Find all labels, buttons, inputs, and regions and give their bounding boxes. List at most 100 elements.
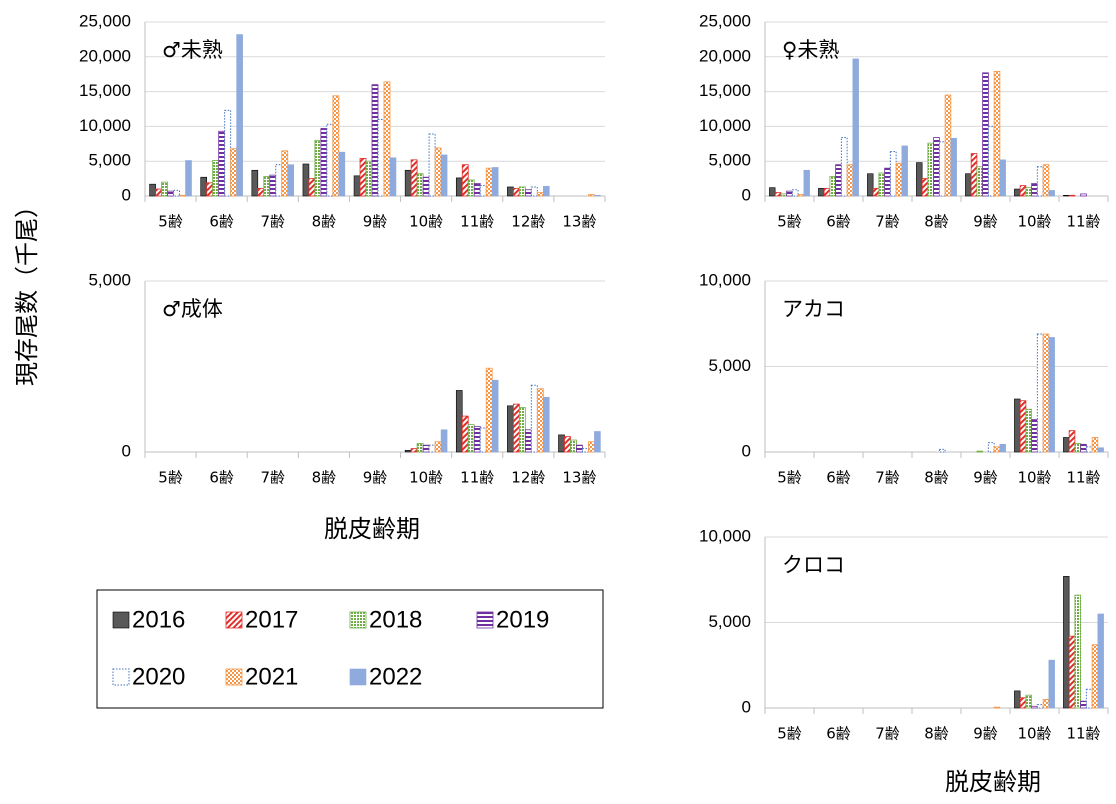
bar [1019, 697, 1027, 709]
x-tick-label: 11齢 [460, 213, 494, 231]
bar [1063, 576, 1070, 709]
bar [1048, 659, 1055, 709]
x-tick-label: 10齢 [1017, 213, 1051, 231]
bar [543, 396, 550, 453]
bar [987, 125, 995, 197]
bar [1031, 705, 1038, 709]
bar [1025, 408, 1033, 453]
bar [359, 158, 367, 197]
bar [167, 190, 174, 197]
x-tick-label: 5齢 [158, 213, 183, 231]
bar [440, 154, 448, 197]
bar [982, 72, 989, 197]
bar [823, 187, 831, 197]
bar [1048, 337, 1055, 453]
legend-box [96, 589, 604, 709]
bar [491, 167, 499, 197]
legend-swatch [112, 668, 130, 686]
bar [524, 429, 532, 453]
bar [251, 169, 259, 197]
bar [1080, 443, 1087, 453]
bar [440, 429, 448, 453]
bar [1031, 183, 1038, 197]
legend-label: 2017 [245, 606, 298, 633]
bar [479, 185, 487, 197]
bar [1085, 446, 1093, 453]
chart-title: アカコ [782, 297, 845, 321]
bar [455, 177, 463, 197]
x-tick-label: 11齢 [1066, 725, 1100, 743]
x-tick-label: 13齢 [562, 213, 596, 231]
bar [1042, 333, 1050, 453]
x-tick-label: 8齢 [312, 213, 337, 231]
x-tick-label: 7齢 [875, 213, 900, 231]
bar [230, 148, 238, 197]
x-tick-label: 7齢 [875, 725, 900, 743]
y-tick-label: 25,000 [79, 11, 131, 30]
legend-label: 2018 [369, 606, 422, 633]
bar [1097, 447, 1104, 453]
legend-swatch [112, 611, 130, 629]
x-axis-label: 脱皮齢期 [945, 768, 1041, 796]
bar [383, 81, 391, 197]
y-tick-label: 10,000 [79, 116, 131, 135]
bar [1014, 690, 1021, 709]
legend-label: 2022 [369, 663, 422, 690]
bar [999, 444, 1006, 453]
bar [275, 164, 283, 197]
bar [365, 160, 373, 197]
bar [428, 133, 436, 197]
chart-title: ♂成体 [162, 297, 223, 321]
x-tick-label: 9齢 [973, 725, 998, 743]
x-tick-label: 6齢 [209, 469, 234, 487]
y-axis-label: 現存尾数（千尾） [13, 194, 41, 386]
bar [308, 178, 316, 197]
bar [314, 139, 322, 197]
bar [1025, 694, 1033, 709]
bar [835, 164, 842, 197]
x-axis-label: 脱皮齢期 [324, 515, 420, 543]
bar [564, 436, 571, 453]
bar [889, 150, 897, 197]
legend-label: 2021 [245, 663, 298, 690]
legend-swatch [349, 611, 367, 629]
bar [987, 442, 995, 453]
bar [518, 186, 526, 197]
bar [1085, 688, 1093, 709]
bar [200, 176, 207, 197]
y-tick-label: 20,000 [79, 46, 131, 65]
bar [797, 194, 805, 197]
bar [588, 194, 595, 197]
x-tick-label: 10齢 [409, 213, 443, 231]
bar [326, 123, 334, 197]
y-tick-label: 0 [122, 185, 131, 204]
x-tick-label: 12齢 [511, 469, 545, 487]
bar [536, 192, 544, 197]
bar [507, 186, 514, 197]
x-tick-label: 10齢 [1017, 469, 1051, 487]
bar [938, 448, 946, 453]
legend-swatch [225, 611, 243, 629]
bar [818, 188, 825, 197]
y-tick-label: 5,000 [88, 151, 131, 170]
bar [434, 441, 442, 453]
bar [512, 187, 520, 197]
chart-title: クロコ [782, 553, 845, 577]
bar [872, 187, 880, 197]
bar [332, 95, 340, 197]
y-tick-label: 15,000 [79, 81, 131, 100]
bar [1091, 437, 1099, 453]
bar [512, 403, 520, 453]
bar [530, 186, 538, 197]
bar [993, 71, 1001, 197]
bar [993, 706, 1001, 709]
y-tick-label: 10,000 [699, 270, 751, 289]
bar [507, 405, 514, 453]
bar [404, 449, 412, 453]
bar [867, 173, 874, 197]
bar [999, 159, 1006, 197]
bar [185, 160, 192, 197]
x-tick-label: 9齢 [973, 469, 998, 487]
